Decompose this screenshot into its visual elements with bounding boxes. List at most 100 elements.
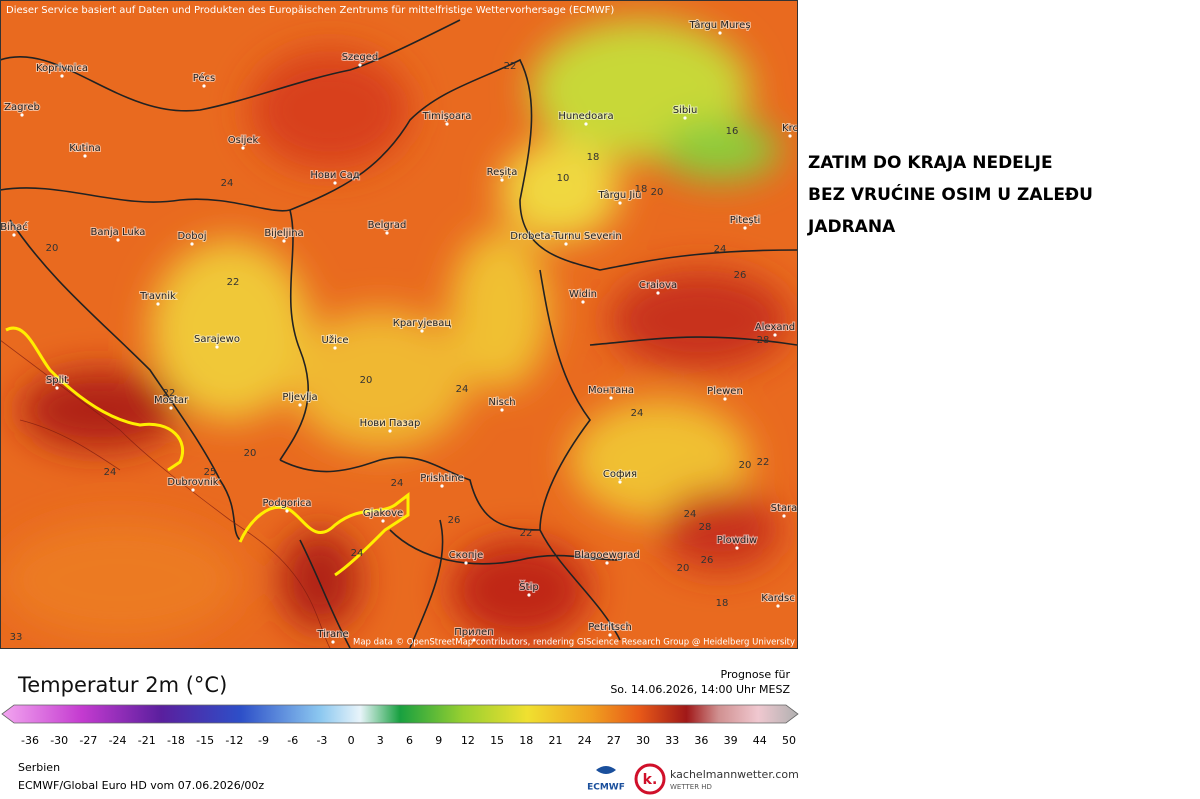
city-label: Stara: [771, 503, 798, 514]
city-dot: [191, 488, 195, 492]
isotherm-label: 26: [734, 270, 747, 281]
isotherm-label: 18: [635, 184, 648, 195]
color-bar-tick-label: 33: [665, 734, 679, 747]
city-label: Belgrad: [368, 220, 407, 231]
isotherm-label: 24: [351, 548, 364, 559]
k-circle: [634, 763, 666, 795]
city-label: Bijeljina: [264, 228, 303, 239]
side-note-line: BEZ VRUĆINE OSIM U ZALEĐU: [808, 183, 1093, 205]
isotherm-label: 16: [726, 126, 739, 137]
city-dot: [60, 74, 64, 78]
city-dot: [190, 242, 194, 246]
color-bar-tick-label: 12: [461, 734, 475, 747]
city-dot: [333, 346, 337, 350]
isotherm-label: 24: [684, 509, 697, 520]
isotherm-label: 20: [739, 460, 752, 471]
city-dot: [445, 122, 449, 126]
city-dot: [776, 604, 780, 608]
city-dot: [656, 291, 660, 295]
isotherm-label: 20: [651, 187, 664, 198]
color-bar-ticks: -36 -30 -27 -24 -21 -18 -15 -12 -9 -6 -3 0 3 6 9 12 15 18…: [21, 734, 796, 747]
color-bar-tick-label: 21: [548, 734, 562, 747]
city-dot: [20, 113, 24, 117]
color-bar-tick-label: -30: [50, 734, 68, 747]
city-label: Bihać: [0, 221, 28, 233]
city-dot: [723, 397, 727, 401]
isotherm-label: 22: [163, 388, 176, 399]
city-label: Sibiu: [673, 105, 698, 116]
city-dot: [500, 408, 504, 412]
color-bar-tick-label: -18: [167, 734, 185, 747]
city-dot: [420, 329, 424, 333]
city-label: Dubrovnik: [167, 477, 218, 488]
city-dot: [83, 154, 87, 158]
city-label: Нови Сад: [310, 170, 359, 181]
color-bar-tick-label: 18: [519, 734, 533, 747]
city-label: Târgu Mureș: [688, 19, 750, 31]
city-label: Travnik: [139, 291, 176, 302]
city-dot: [169, 406, 173, 410]
city-dot: [388, 429, 392, 433]
city-dot: [735, 546, 739, 550]
city-label: Tirane: [316, 629, 348, 640]
color-bar-tick-label: 39: [724, 734, 738, 747]
city-label: Banja Luka: [91, 227, 146, 238]
city-label: Doboj: [177, 231, 206, 242]
isotherm-label: 24: [391, 478, 404, 489]
isotherm-label: 33: [10, 632, 23, 643]
city-dot: [55, 386, 59, 390]
city-dot: [584, 122, 588, 126]
city-label: Hunedoara: [558, 111, 613, 122]
city-dot: [718, 31, 722, 35]
temperature-field: [0, 20, 790, 640]
forecast-label: Prognose für: [721, 668, 791, 681]
city-dot: [782, 514, 786, 518]
isotherm-label: 28: [757, 335, 770, 346]
city-label: Widin: [569, 289, 597, 300]
city-dot: [472, 638, 476, 642]
city-dot: [500, 178, 504, 182]
city-label: Prishtine: [420, 473, 463, 484]
isotherm-label: 22: [520, 528, 533, 539]
city-label: Užice: [322, 334, 349, 346]
data-notice: Dieser Service basiert auf Daten und Pro…: [6, 5, 614, 16]
side-note-line: JADRANA: [807, 217, 896, 237]
city-label: Plowdiw: [717, 535, 757, 546]
isotherm-label: 24: [714, 244, 727, 255]
city-label: Mostar: [154, 395, 189, 406]
color-bar-tick-label: -21: [138, 734, 156, 747]
city-label: Plewen: [707, 386, 743, 397]
city-dot: [202, 84, 206, 88]
city-label: Sarajewo: [194, 334, 240, 345]
city-dot: [385, 231, 389, 235]
city-label: Монтана: [588, 385, 634, 396]
city-labels: Koprivnica Pécs Szeged Zagreb Osijek Timișoar…: [0, 18, 798, 644]
color-bar-tick-label: -36: [21, 734, 39, 747]
isotherm-label: 26: [448, 515, 461, 526]
city-label: Скопје: [449, 549, 484, 561]
city-dot: [743, 226, 747, 230]
ecmwf-name: ECMWF: [587, 783, 625, 793]
color-bar-tick-label: 0: [348, 734, 355, 747]
isotherm-label: 28: [699, 522, 712, 533]
isotherm-label: 24: [631, 408, 644, 419]
color-bar-tick-label: 44: [753, 734, 767, 747]
city-dot: [788, 134, 792, 138]
city-dot: [564, 242, 568, 246]
city-label: Krc: [782, 123, 798, 134]
color-bar-tick-label: -6: [287, 734, 298, 747]
isotherm-label: 22: [757, 457, 770, 468]
isotherm-label: 24: [104, 467, 117, 478]
highlight-lines: [5, 326, 410, 577]
city-dot: [156, 302, 160, 306]
city-label: Alexand: [755, 322, 795, 333]
model-run: ECMWF/Global Euro HD vom 07.06.2026/00z: [18, 779, 264, 792]
isotherm-label: 20: [244, 448, 257, 459]
isotherm-label: 24: [456, 384, 469, 395]
isotherm-label: 18: [716, 598, 729, 609]
isotherm-label: 10: [557, 173, 570, 184]
ecmwf-logo: ECMWF: [587, 766, 625, 793]
legend-title: Temperatur 2m (°C): [17, 673, 227, 697]
